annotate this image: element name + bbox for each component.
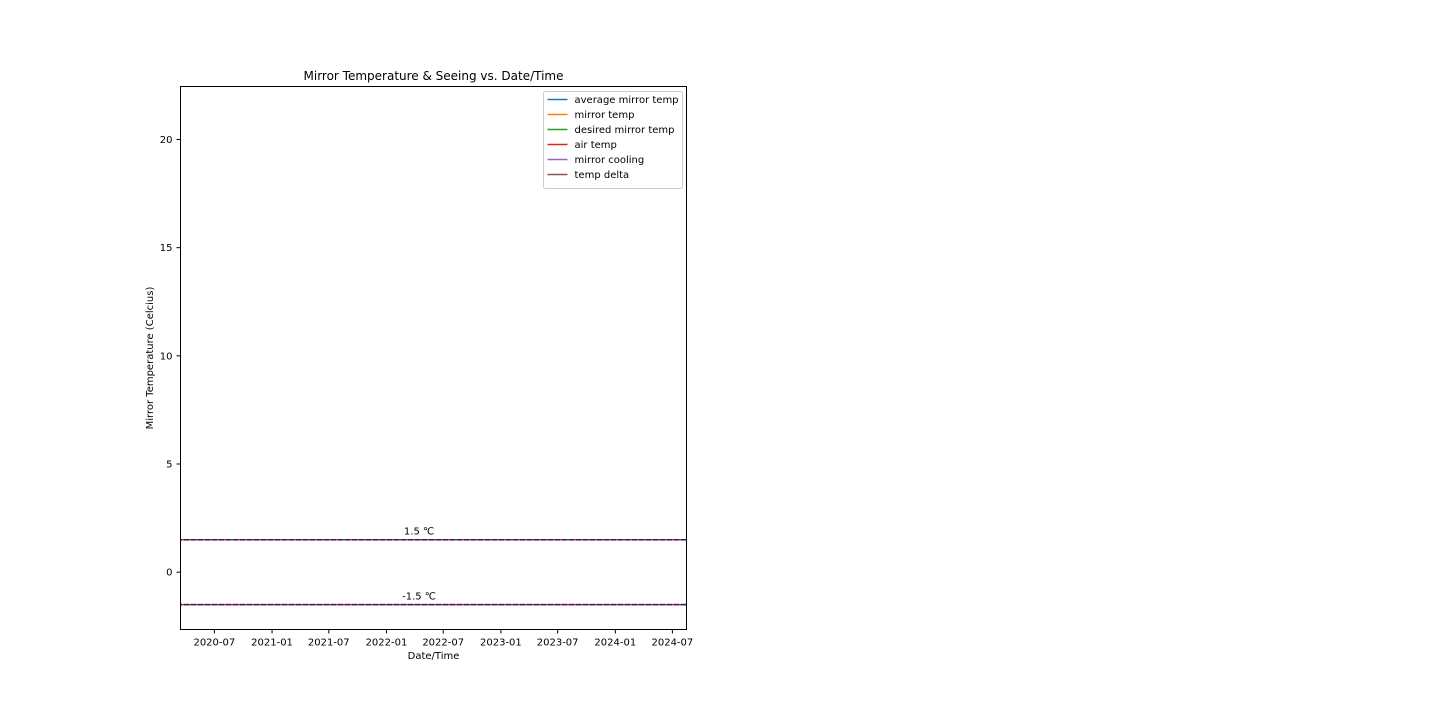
x-tick-label: 2021-01 xyxy=(251,638,293,649)
reference-line-label: 1.5 ℃ xyxy=(404,527,434,538)
y-tick-label: 0 xyxy=(166,568,172,579)
y-axis: 0 5 10 15 20 xyxy=(160,135,181,579)
x-tick-label: 2024-01 xyxy=(594,638,636,649)
x-tick-label: 2022-01 xyxy=(366,638,408,649)
plot-frame xyxy=(180,86,687,630)
y-tick-label: 10 xyxy=(160,351,173,362)
legend-label: temp delta xyxy=(575,170,630,181)
x-tick-label: 2021-07 xyxy=(308,638,350,649)
y-tick-label: 5 xyxy=(166,460,172,471)
y-tick-label: 20 xyxy=(160,135,173,146)
x-tick-label: 2024-07 xyxy=(651,638,693,649)
legend-label: desired mirror temp xyxy=(575,125,675,136)
x-axis: 2020-07 2021-01 2021-07 2022-01 2022-07 2023-… xyxy=(193,629,693,649)
reference-line-label: -1.5 ℃ xyxy=(402,592,436,603)
legend: average mirror temp mirror temp desired mi… xyxy=(543,91,683,189)
legend-label: mirror temp xyxy=(575,110,635,121)
y-tick-label: 15 xyxy=(160,243,173,254)
legend-label: average mirror temp xyxy=(575,95,679,106)
x-axis-label: Date/Time xyxy=(408,651,460,662)
legend-label: air temp xyxy=(575,140,617,151)
y-axis-label: Mirror Temperature (Celcius) xyxy=(145,287,156,430)
x-tick-label: 2023-07 xyxy=(537,638,579,649)
x-tick-label: 2023-01 xyxy=(480,638,522,649)
x-tick-label: 2020-07 xyxy=(193,638,235,649)
legend-label: mirror cooling xyxy=(575,155,645,166)
x-tick-label: 2022-07 xyxy=(422,638,464,649)
chart-title: Mirror Temperature & Seeing vs. Date/Tim… xyxy=(304,69,564,83)
legend-box xyxy=(543,91,683,189)
reference-lines: 1.5 ℃ -1.5 ℃ xyxy=(180,527,687,606)
